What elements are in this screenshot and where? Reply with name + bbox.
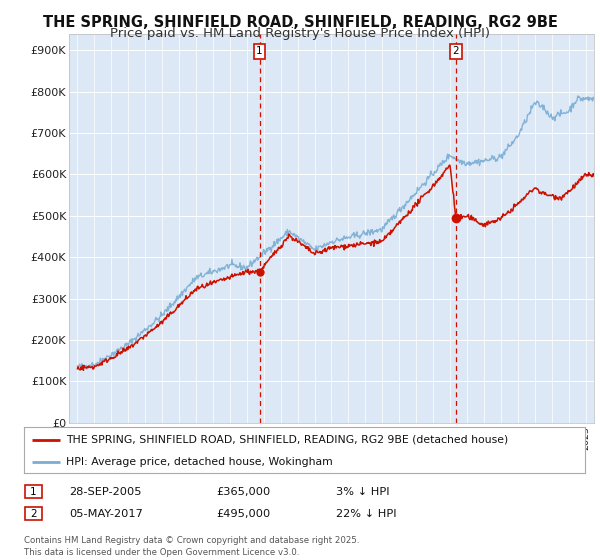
FancyBboxPatch shape: [25, 507, 42, 520]
Text: 22% ↓ HPI: 22% ↓ HPI: [336, 508, 397, 519]
Text: Contains HM Land Registry data © Crown copyright and database right 2025.
This d: Contains HM Land Registry data © Crown c…: [24, 536, 359, 557]
Text: 2: 2: [452, 46, 459, 56]
Text: THE SPRING, SHINFIELD ROAD, SHINFIELD, READING, RG2 9BE: THE SPRING, SHINFIELD ROAD, SHINFIELD, R…: [43, 15, 557, 30]
Text: 2: 2: [30, 508, 37, 519]
Text: 3% ↓ HPI: 3% ↓ HPI: [336, 487, 389, 497]
Text: £365,000: £365,000: [216, 487, 270, 497]
Text: Price paid vs. HM Land Registry's House Price Index (HPI): Price paid vs. HM Land Registry's House …: [110, 27, 490, 40]
FancyBboxPatch shape: [25, 485, 42, 498]
Text: 28-SEP-2005: 28-SEP-2005: [69, 487, 142, 497]
Text: 1: 1: [256, 46, 263, 56]
Text: THE SPRING, SHINFIELD ROAD, SHINFIELD, READING, RG2 9BE (detached house): THE SPRING, SHINFIELD ROAD, SHINFIELD, R…: [66, 435, 508, 445]
Text: HPI: Average price, detached house, Wokingham: HPI: Average price, detached house, Woki…: [66, 457, 333, 466]
Text: 1: 1: [30, 487, 37, 497]
Text: 05-MAY-2017: 05-MAY-2017: [69, 508, 143, 519]
Text: £495,000: £495,000: [216, 508, 270, 519]
